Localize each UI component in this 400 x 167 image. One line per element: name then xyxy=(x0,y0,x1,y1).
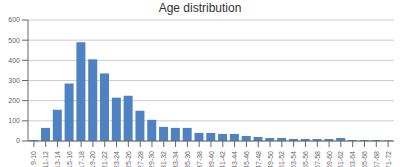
svg-text:53-54: 53-54 xyxy=(290,151,297,167)
svg-text:65-66: 65-66 xyxy=(361,151,368,167)
svg-text:21-22: 21-22 xyxy=(101,151,108,167)
svg-text:400: 400 xyxy=(8,57,20,64)
svg-text:31-32: 31-32 xyxy=(160,151,167,167)
svg-text:600: 600 xyxy=(8,16,20,23)
svg-text:23-24: 23-24 xyxy=(113,151,120,167)
svg-text:51-52: 51-52 xyxy=(278,151,285,167)
svg-text:59-60: 59-60 xyxy=(326,151,333,167)
svg-text:41-42: 41-42 xyxy=(219,151,226,167)
svg-text:29-30: 29-30 xyxy=(148,151,155,167)
svg-text:27-28: 27-28 xyxy=(137,151,144,167)
svg-text:11-12: 11-12 xyxy=(42,151,49,167)
svg-text:47-48: 47-48 xyxy=(255,151,262,167)
svg-text:45-46: 45-46 xyxy=(243,151,250,167)
svg-text:0: 0 xyxy=(16,137,20,144)
svg-text:17-18: 17-18 xyxy=(78,151,85,167)
svg-text:61-62: 61-62 xyxy=(337,151,344,167)
svg-text:19-20: 19-20 xyxy=(89,151,96,167)
svg-text:33-34: 33-34 xyxy=(172,151,179,167)
svg-text:55-56: 55-56 xyxy=(302,151,309,167)
svg-text:71-72: 71-72 xyxy=(385,151,392,167)
svg-text:200: 200 xyxy=(8,97,20,104)
html-text:Age distribution: Age distribution xyxy=(158,1,242,15)
svg-text:49-50: 49-50 xyxy=(267,151,274,167)
svg-text:13-14: 13-14 xyxy=(54,151,61,167)
svg-text:100: 100 xyxy=(8,117,20,124)
svg-text:43-44: 43-44 xyxy=(231,151,238,167)
svg-text:35-36: 35-36 xyxy=(184,151,191,167)
svg-text:15-16: 15-16 xyxy=(66,151,73,167)
svg-text:39-40: 39-40 xyxy=(208,151,215,167)
svg-text:63-64: 63-64 xyxy=(349,151,356,167)
svg-text:57-58: 57-58 xyxy=(314,151,321,167)
svg-text:500: 500 xyxy=(8,37,20,44)
svg-text:9-10: 9-10 xyxy=(30,151,37,165)
svg-text:300: 300 xyxy=(8,77,20,84)
svg-text:67-68: 67-68 xyxy=(373,151,380,167)
svg-text:25-26: 25-26 xyxy=(125,151,132,167)
svg-text:37-38: 37-38 xyxy=(196,151,203,167)
